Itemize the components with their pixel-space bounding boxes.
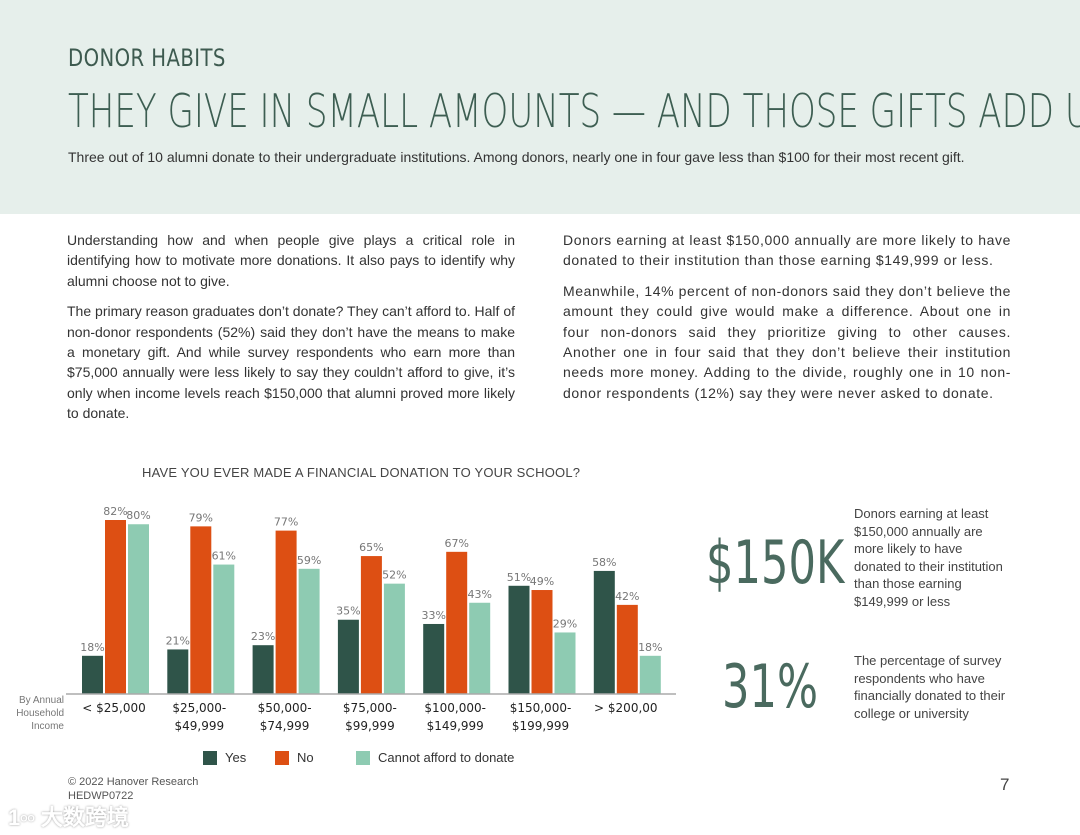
data-label: 43% <box>467 588 491 601</box>
x-tick-label: $75,000- <box>343 701 397 715</box>
bar-yes <box>167 649 189 694</box>
x-tick-label: > $200,00 <box>594 701 658 715</box>
data-label: 18% <box>638 641 662 654</box>
bar-no <box>360 556 382 694</box>
header-band <box>0 0 1080 214</box>
bar-no <box>275 530 297 694</box>
page-title: THEY GIVE IN SMALL AMOUNTS — AND THOSE G… <box>68 84 1080 138</box>
legend-label: Yes <box>225 750 247 765</box>
data-label: 82% <box>103 505 127 518</box>
x-tick-label: $50,000- <box>258 701 312 715</box>
x-tick-label: < $25,000 <box>82 701 146 715</box>
data-label: 58% <box>592 556 616 569</box>
bar-yes <box>82 655 103 694</box>
data-label: 49% <box>530 575 554 588</box>
x-tick-label: $149,999 <box>427 719 484 733</box>
bar-cannot-afford-to-donate <box>383 583 405 694</box>
legend-yes: Yes <box>203 750 246 765</box>
bar-cannot-afford-to-donate <box>128 524 149 694</box>
bar-cannot-afford-to-donate <box>298 568 320 694</box>
legend-label: Cannot afford to donate <box>378 750 515 765</box>
data-label: 52% <box>382 569 406 582</box>
doc-code: HEDWP0722 <box>68 790 134 802</box>
bar-cannot-afford-to-donate <box>639 655 661 694</box>
paragraph: Meanwhile, 14% percent of non-donors sai… <box>563 282 1011 401</box>
bar-yes <box>337 619 359 694</box>
legend-label: No <box>297 750 314 765</box>
body-left-column: Understanding how and when people give p… <box>67 230 515 434</box>
footer: © 2022 Hanover Research HEDWP0722 <box>68 775 198 803</box>
bar-yes <box>593 570 615 694</box>
page-number: 7 <box>1000 775 1010 794</box>
bar-chart: 18% 82%80% < $25,000 21% 79% 61% $25,000- $49,9… <box>66 505 676 733</box>
data-label: 61% <box>212 550 236 563</box>
x-tick-label: $25,000- <box>172 701 226 715</box>
data-label: 77% <box>274 516 298 529</box>
bar-yes <box>252 645 274 694</box>
page-subtitle: Three out of 10 alumni donate to their u… <box>68 149 965 165</box>
data-label: 18% <box>80 641 104 654</box>
bar-cannot-afford-to-donate <box>469 602 491 694</box>
x-tick-label: $100,000- <box>424 701 486 715</box>
watermark: 1ᴼᴼ 大数跨境 <box>8 805 129 830</box>
data-label: 80% <box>126 509 150 522</box>
bar-cannot-afford-to-donate <box>554 632 576 694</box>
chart-title: HAVE YOU EVER MADE A FINANCIAL DONATION … <box>142 465 581 480</box>
data-label: 33% <box>421 609 445 622</box>
stat-value: $150K <box>706 528 845 598</box>
paragraph: Donors earning at least $150,000 annuall… <box>563 232 1011 269</box>
legend-swatch <box>275 750 289 765</box>
bar-cannot-afford-to-donate <box>213 564 235 694</box>
legend-cannot-afford: Cannot afford to donate <box>356 750 514 765</box>
bar-no <box>105 520 126 694</box>
legend-swatch <box>203 750 217 765</box>
x-tick-label: $99,999 <box>345 719 395 733</box>
legend-no: No <box>275 750 314 765</box>
data-label: 42% <box>615 590 639 603</box>
body-right-column: Donors earning at least $150,000 annuall… <box>563 230 1011 413</box>
paragraph: Understanding how and when people give p… <box>67 232 515 289</box>
x-tick-label: $49,999 <box>174 719 224 733</box>
legend-swatch <box>356 750 370 765</box>
data-label: 35% <box>336 605 360 618</box>
data-label: 67% <box>444 537 468 550</box>
x-tick-label: $199,999 <box>512 719 569 733</box>
stat-value: 31% <box>722 652 819 722</box>
bar-no <box>531 590 553 694</box>
data-label: 23% <box>251 630 275 643</box>
copyright: © 2022 Hanover Research <box>68 776 199 788</box>
x-tick-label: $74,999 <box>260 719 310 733</box>
bar-yes <box>423 623 445 694</box>
data-label: 29% <box>553 617 577 630</box>
stat-text: Donors earning at least $150,000 annuall… <box>854 506 1003 609</box>
bar-no <box>190 526 212 694</box>
section-kicker: DONOR HABITS <box>68 44 226 72</box>
stat-text: The percentage of survey respondents who… <box>854 653 1006 721</box>
data-label: 21% <box>166 634 190 647</box>
bar-yes <box>508 585 530 694</box>
data-label: 51% <box>507 571 531 584</box>
paragraph: The primary reason graduates don’t donat… <box>67 303 515 422</box>
bar-no <box>616 604 638 694</box>
x-tick-label: $150,000- <box>510 701 572 715</box>
data-label: 79% <box>189 511 213 524</box>
bar-no <box>446 551 468 694</box>
data-label: 59% <box>297 554 321 567</box>
data-label: 65% <box>359 541 383 554</box>
x-axis-label: By Annual Household Income <box>16 695 64 732</box>
